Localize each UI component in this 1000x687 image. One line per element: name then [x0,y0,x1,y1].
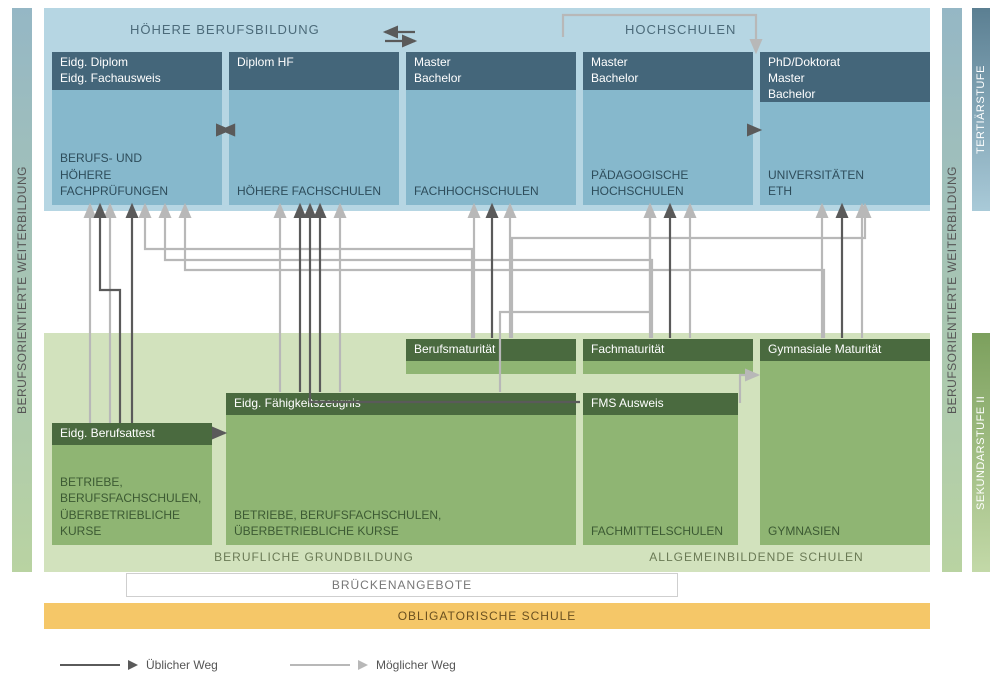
tert-fh-ftr-text: FACHHOCHSCHULEN [414,183,568,199]
sec-fms: FMS Ausweis FACHMITTELSCHULEN [583,393,738,545]
group-left-text: BERUFLICHE GRUNDBILDUNG [214,550,414,564]
tert-hf-ftr-text: HÖHERE FACHSCHULEN [237,183,391,199]
sec-gym-hdr-text: Gymnasiale Maturität [768,341,922,357]
legend-possible-text: Möglicher Weg [376,658,456,672]
sec-gym-ftr-text: GYMNASIEN [768,523,922,539]
sec-attest-hdr: Eidg. Berufsattest [52,423,212,445]
side-left-main: BERUFSORIENTIERTE WEITERBILDUNG [12,8,32,572]
sec-bm-hdr-text: Berufsmaturität [414,341,568,357]
sec-fm-hdr-text: Fachmaturität [591,341,745,357]
legend-usual-text: Üblicher Weg [146,658,218,672]
side-left-main-text: BERUFSORIENTIERTE WEITERBILDUNG [15,166,29,414]
tert-fh-hdr: MasterBachelor [406,52,576,90]
bridge-label: BRÜCKENANGEBOTE [332,578,472,592]
tert-ph-hdr: MasterBachelor [583,52,753,90]
tert-uni-hdr-text: PhD/DoktoratMasterBachelor [768,54,922,103]
side-right-main: BERUFSORIENTIERTE WEITERBILDUNG [942,8,962,572]
sec-efz-hdr: Eidg. Fähigkeitszeugnis [226,393,576,415]
tert-bp-ftr-text: BERUFS- UNDHÖHERE FACHPRÜFUNGEN [60,150,214,199]
sec-attest: Eidg. Berufsattest BETRIEBE,BERUFSFACHSCH… [52,423,212,545]
tert-ph-ftr-text: PÄDAGOGISCHEHOCHSCHULEN [591,167,745,199]
tert-ph: MasterBachelor PÄDAGOGISCHEHOCHSCHULEN [583,52,753,205]
tert-hf-hdr-text: Diplom HF [237,54,391,70]
tert-bp: Eidg. DiplomEidg. Fachausweis BERUFS- UND… [52,52,222,205]
sec-fms-ftr-text: FACHMITTELSCHULEN [591,523,730,539]
side-right-sek-text: SEKUNDARSTUFE II [975,395,987,509]
tert-fh-hdr-text: MasterBachelor [414,54,568,86]
sec-efz: Eidg. Fähigkeitszeugnis BETRIEBE, BERUFSF… [226,393,576,545]
group-right-text: ALLGEMEINBILDENDE SCHULEN [649,550,863,564]
side-right-tert: TERTIÄRSTUFE [972,8,990,211]
sec-bm-hdr: Berufsmaturität [406,339,576,361]
tert-ph-hdr-text: MasterBachelor [591,54,745,86]
tert-fh: MasterBachelor FACHHOCHSCHULEN [406,52,576,205]
tert-hf: Diplom HF HÖHERE FACHSCHULEN [229,52,399,205]
sec-fms-hdr: FMS Ausweis [583,393,738,415]
oblig-label: OBLIGATORISCHE SCHULE [398,609,577,623]
sec-fms-hdr-text: FMS Ausweis [591,395,730,411]
side-right-sek: SEKUNDARSTUFE II [972,333,990,572]
tert-bp-hdr-text: Eidg. DiplomEidg. Fachausweis [60,54,214,86]
sec-gym-hdr: Gymnasiale Maturität [760,339,930,361]
group-right: ALLGEMEINBILDENDE SCHULEN [583,550,930,570]
hdr-left: HÖHERE BERUFSBILDUNG [130,22,320,37]
sec-gym: Gymnasiale Maturität GYMNASIEN [760,339,930,545]
group-left: BERUFLICHE GRUNDBILDUNG [52,550,576,570]
legend-possible: Möglicher Weg [290,658,456,672]
bridge-band: BRÜCKENANGEBOTE [126,573,678,597]
sec-fm-hdr: Fachmaturität [583,339,753,361]
tert-uni: PhD/DoktoratMasterBachelor UNIVERSITÄTENE… [760,52,930,205]
sec-efz-hdr-text: Eidg. Fähigkeitszeugnis [234,395,568,411]
legend-usual: Üblicher Weg [60,658,218,672]
diagram-stage: BERUFSORIENTIERTE WEITERBILDUNG BERUFSOR… [0,0,1000,687]
tert-uni-hdr: PhD/DoktoratMasterBachelor [760,52,930,102]
sec-efz-ftr-text: BETRIEBE, BERUFSFACHSCHULEN,ÜBERBETRIEBL… [234,507,568,539]
tert-bp-hdr: Eidg. DiplomEidg. Fachausweis [52,52,222,90]
side-right-main-text: BERUFSORIENTIERTE WEITERBILDUNG [945,166,959,414]
hdr-right: HOCHSCHULEN [625,22,736,37]
sec-attest-hdr-text: Eidg. Berufsattest [60,425,204,441]
tert-hf-hdr: Diplom HF [229,52,399,90]
side-right-tert-text: TERTIÄRSTUFE [975,65,987,154]
sec-fm: Fachmaturität [583,339,753,374]
oblig-band: OBLIGATORISCHE SCHULE [44,603,930,629]
tert-uni-ftr-text: UNIVERSITÄTENETH [768,167,922,199]
sec-attest-ftr-text: BETRIEBE,BERUFSFACHSCHULEN,ÜBERBETRIEBLI… [60,474,204,539]
sec-bm: Berufsmaturität [406,339,576,374]
